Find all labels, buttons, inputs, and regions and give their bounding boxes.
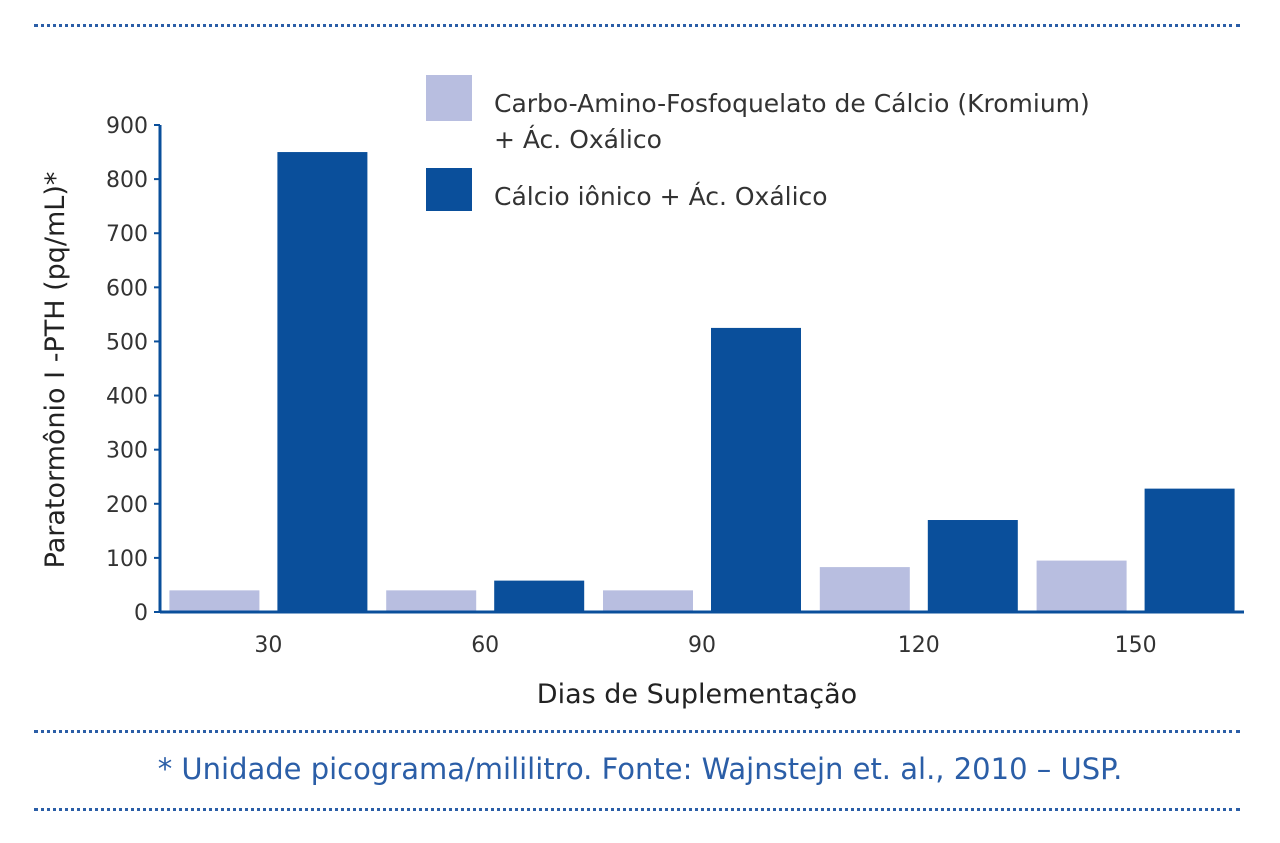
- legend-label-2: Cálcio iônico + Ác. Oxálico: [494, 182, 828, 211]
- y-tick-label: 500: [106, 330, 148, 355]
- bar-series1-60: [386, 590, 477, 612]
- bar-series2-30: [277, 152, 368, 613]
- bottom-dotted-divider: [34, 808, 1240, 811]
- chart-legend: Carbo-Amino-Fosfoquelato de Cálcio (Krom…: [426, 75, 1090, 211]
- bar-series2-150: [1144, 488, 1235, 612]
- bar-series1-150: [1036, 560, 1127, 612]
- x-axis: 30 60 90 120 150: [160, 610, 1244, 658]
- bar-series2-90: [711, 327, 801, 612]
- y-tick-label: 800: [106, 168, 148, 193]
- bar-series1-90: [603, 590, 693, 612]
- top-dotted-divider: [34, 24, 1240, 27]
- x-tick-label: 150: [1115, 633, 1157, 658]
- bar-series2-60: [494, 580, 585, 612]
- y-tick-label: 400: [106, 385, 148, 410]
- y-tick-label: 0: [134, 601, 148, 626]
- bar-series1-120: [819, 567, 910, 612]
- y-tick-label: 700: [106, 222, 148, 247]
- middle-dotted-divider: [34, 730, 1240, 733]
- chart-bars: [169, 152, 1235, 613]
- bar-chart: Carbo-Amino-Fosfoquelato de Cálcio (Krom…: [40, 75, 1244, 710]
- x-tick-label: 30: [254, 633, 282, 658]
- y-tick-label: 300: [106, 439, 148, 464]
- x-tick-label: 120: [898, 633, 940, 658]
- bar-series1-30: [169, 590, 260, 612]
- y-tick-label: 600: [106, 276, 148, 301]
- x-tick-label: 60: [471, 633, 499, 658]
- bar-series2-120: [927, 520, 1018, 612]
- footnote: * Unidade picograma/mililitro. Fonte: Wa…: [157, 752, 1123, 786]
- y-axis: 0 100 200 300 400 500 600 700 800 900: [106, 114, 162, 626]
- y-tick-label: 200: [106, 493, 148, 518]
- y-axis-label: Paratormônio I -PTH (pq/mL)*: [40, 172, 71, 569]
- legend-label-1: Carbo-Amino-Fosfoquelato de Cálcio (Krom…: [494, 89, 1090, 154]
- legend-swatch-1: [426, 75, 472, 121]
- y-tick-label: 900: [106, 114, 148, 139]
- x-tick-label: 90: [688, 633, 716, 658]
- y-tick-label: 100: [106, 547, 148, 572]
- x-axis-label: Dias de Suplementação: [537, 679, 857, 710]
- legend-swatch-2: [426, 168, 472, 211]
